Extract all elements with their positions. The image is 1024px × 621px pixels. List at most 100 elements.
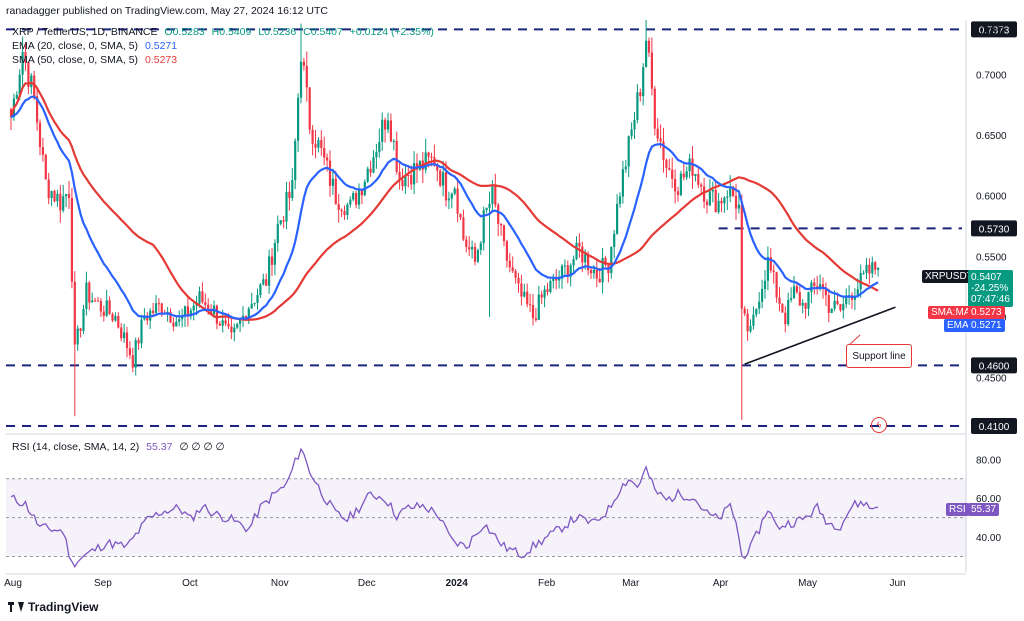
rsi-legend[interactable]: RSI (14, close, SMA, 14, 2) 55.37 ∅ ∅ ∅ … bbox=[12, 441, 229, 453]
candle-body-147 bbox=[436, 165, 439, 171]
candle-body-95 bbox=[285, 191, 288, 222]
candle-body-4 bbox=[21, 52, 24, 75]
candle-body-30 bbox=[96, 300, 100, 302]
candle-body-277 bbox=[813, 282, 816, 287]
candle-body-224 bbox=[659, 138, 662, 142]
candle-body-297 bbox=[871, 262, 874, 274]
candle-body-225 bbox=[662, 141, 665, 161]
candle-body-49 bbox=[152, 310, 155, 313]
candle-body-94 bbox=[282, 220, 285, 222]
candle-body-177 bbox=[523, 291, 526, 297]
candle-body-96 bbox=[288, 191, 291, 199]
candle-body-13 bbox=[47, 179, 50, 199]
candle-body-272 bbox=[798, 292, 801, 306]
candle-body-136 bbox=[404, 175, 407, 187]
candle-body-144 bbox=[427, 152, 430, 157]
candle-body-163 bbox=[482, 210, 485, 244]
candle-body-265 bbox=[778, 297, 781, 304]
candle-body-79 bbox=[239, 319, 242, 324]
sma-legend[interactable]: SMA (50, close, 0, SMA, 5) 0.5273 bbox=[12, 54, 181, 66]
candle-body-102 bbox=[305, 65, 308, 88]
candle-body-119 bbox=[355, 193, 358, 205]
candle-body-138 bbox=[410, 175, 413, 185]
candle-body-9 bbox=[36, 96, 39, 123]
time-tick-9: May bbox=[798, 578, 817, 589]
candle-body-11 bbox=[41, 147, 44, 155]
candle-body-41 bbox=[128, 348, 131, 356]
candle-body-44 bbox=[137, 340, 140, 344]
candle-body-298 bbox=[874, 262, 877, 270]
candle-body-19 bbox=[65, 194, 68, 197]
candle-body-185 bbox=[546, 289, 549, 293]
candle-body-83 bbox=[250, 303, 253, 309]
candle-body-255 bbox=[749, 325, 752, 332]
ema-20-line bbox=[10, 95, 879, 320]
candle-body-201 bbox=[592, 269, 595, 274]
candle-body-243 bbox=[714, 189, 717, 213]
candle-body-108 bbox=[323, 147, 326, 158]
candle-body-60 bbox=[183, 306, 187, 317]
axis-labels: 0.45000.50000.55000.60000.65000.700040.0… bbox=[4, 71, 1007, 589]
sma-tag-value: 0.5273 bbox=[968, 306, 1005, 319]
candle-body-274 bbox=[804, 302, 807, 309]
candle-body-238 bbox=[700, 184, 703, 187]
candle-body-229 bbox=[674, 178, 677, 192]
level-tag-bg-1 bbox=[971, 220, 1017, 237]
candle-body-226 bbox=[665, 160, 668, 169]
candle-body-86 bbox=[259, 284, 262, 295]
candle-body-295 bbox=[865, 264, 868, 273]
last-price: 0.5407 bbox=[971, 272, 1002, 283]
candle-body-198 bbox=[584, 254, 587, 263]
candle-body-296 bbox=[868, 264, 871, 274]
price-tick-5: 0.7000 bbox=[976, 71, 1007, 82]
last-price-tag: 0.5407 -24.25% 07:47:46 bbox=[968, 270, 1013, 307]
candle-body-12 bbox=[44, 154, 47, 180]
candle-body-109 bbox=[326, 157, 329, 161]
candle-body-172 bbox=[508, 260, 511, 268]
symbol-legend[interactable]: XRP / TetherUS, 1D, BINANCE O0.5283 H0.5… bbox=[12, 26, 438, 38]
candle-body-156 bbox=[462, 217, 465, 240]
candle-body-266 bbox=[781, 303, 784, 313]
candle-body-162 bbox=[479, 243, 482, 251]
candle-body-151 bbox=[447, 198, 450, 201]
candle-body-105 bbox=[314, 143, 317, 148]
support-line-annotation[interactable]: Support line bbox=[846, 344, 912, 368]
candle-body-191 bbox=[563, 265, 566, 267]
candle-body-0 bbox=[9, 109, 13, 118]
tradingview-logo[interactable]: TradingView bbox=[8, 600, 98, 614]
candle-body-90 bbox=[270, 256, 274, 265]
candle-body-168 bbox=[497, 204, 500, 224]
rsi-guide-lines bbox=[6, 478, 966, 557]
candle-body-294 bbox=[862, 272, 865, 274]
open-value: O0.5283 bbox=[164, 26, 205, 38]
candle-body-260 bbox=[763, 280, 767, 290]
candle-body-165 bbox=[488, 203, 491, 208]
candle-body-106 bbox=[317, 140, 320, 148]
candle-body-251 bbox=[737, 204, 740, 209]
candle-body-66 bbox=[201, 291, 204, 303]
high-value: H0.5409 bbox=[211, 26, 252, 38]
candle-body-153 bbox=[453, 188, 456, 194]
candle-body-45 bbox=[140, 319, 143, 344]
level-tag-2: 0.4600 bbox=[979, 361, 1010, 372]
candle-body-250 bbox=[734, 195, 738, 209]
candle-body-69 bbox=[210, 311, 213, 315]
candle-body-68 bbox=[207, 304, 210, 312]
candle-body-84 bbox=[253, 302, 256, 304]
candle-body-231 bbox=[679, 173, 682, 195]
time-tick-5: 2024 bbox=[446, 578, 469, 589]
candle-body-127 bbox=[378, 141, 381, 153]
candle-body-170 bbox=[502, 225, 506, 242]
candle-body-31 bbox=[99, 301, 102, 312]
candle-body-257 bbox=[755, 308, 758, 315]
candle-body-100 bbox=[299, 61, 303, 98]
candle-body-133 bbox=[395, 140, 398, 172]
candle-body-253 bbox=[743, 308, 746, 314]
candle-body-222 bbox=[653, 88, 656, 129]
candle-body-98 bbox=[294, 140, 297, 181]
candle-body-283 bbox=[830, 308, 833, 313]
candle-body-39 bbox=[123, 332, 126, 339]
alert-icon[interactable]: ϟ bbox=[871, 417, 887, 433]
ema-legend[interactable]: EMA (20, close, 0, SMA, 5) 0.5271 bbox=[12, 40, 181, 52]
